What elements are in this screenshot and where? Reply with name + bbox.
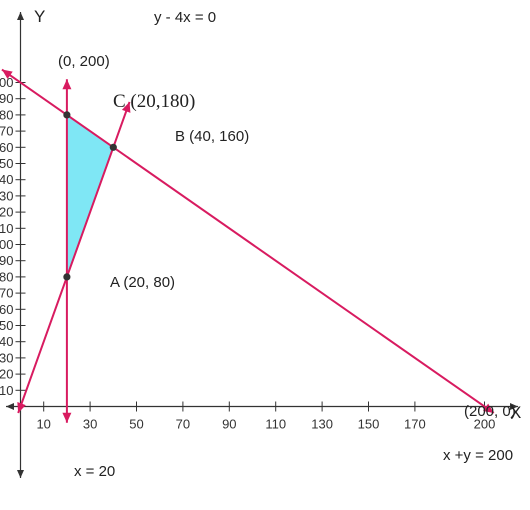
x-tick-label: 200 (474, 417, 496, 432)
y-tick-label: 130 (0, 188, 14, 203)
y-tick-label: 140 (0, 172, 14, 187)
y-tick-label: 190 (0, 91, 14, 106)
line-label-x-plus-y: x +y = 200 (443, 447, 513, 464)
x-axis-arrow (510, 403, 518, 410)
line-label-y-4x: y - 4x = 0 (154, 9, 216, 26)
y-tick-label: 40 (0, 334, 14, 349)
line-arrowhead (17, 402, 26, 413)
axes: 10 30 50 70 90 110 130 150 170 200102030405060708… (0, 12, 518, 478)
y-tick-label: 90 (0, 253, 14, 268)
point-label-c: C (20,180) (113, 91, 195, 112)
y-axis-arrow-bottom (17, 470, 24, 478)
y-tick-label: 50 (0, 318, 14, 333)
x-tick-label: 50 (129, 417, 143, 432)
y-tick-label: 120 (0, 205, 14, 220)
x-tick-label: 170 (404, 417, 426, 432)
line-arrowhead (62, 412, 72, 423)
x-tick-label: 110 (265, 417, 286, 432)
x-axis-arrow-left (6, 403, 14, 410)
y-tick-label: 80 (0, 269, 14, 284)
y-axis-arrow (17, 12, 24, 20)
line-arrowhead (483, 403, 494, 413)
corner-point-a (63, 273, 71, 281)
point-label-a: A (20, 80) (110, 274, 175, 291)
feasible-region (66, 114, 114, 277)
y-tick-label: 200 (0, 75, 14, 90)
x-tick-label: 130 (311, 417, 333, 432)
x-tick-label: 150 (358, 417, 380, 432)
corner-point-c (63, 111, 71, 119)
corner-point-b (109, 143, 117, 151)
y-tick-label: 150 (0, 156, 14, 171)
y-tick-label: 20 (0, 367, 14, 382)
y-tick-label: 60 (0, 302, 14, 317)
line-arrowhead (62, 79, 72, 90)
y-axis-label: Y (34, 7, 45, 26)
line-label-x-20: x = 20 (74, 463, 115, 480)
y-tick-label: 170 (0, 124, 14, 139)
y-tick-label: 70 (0, 286, 14, 301)
constraint-line-0 (17, 101, 131, 414)
point-label-b: B (40, 160) (175, 128, 249, 145)
x-tick-label: 90 (222, 417, 236, 432)
y-tick-label: 10 (0, 383, 14, 398)
constraint-lines (1, 68, 495, 423)
y-tick-label: 100 (0, 237, 14, 252)
corner-points (63, 111, 117, 281)
line-arrowhead (1, 69, 13, 79)
y-tick-label: 180 (0, 107, 14, 122)
line-arrowhead (121, 101, 131, 113)
y-tick-label: 110 (0, 221, 14, 236)
annotation-200-0: (200, 0) (464, 403, 516, 420)
y-tick-label: 30 (0, 350, 14, 365)
x-tick-label: 10 (36, 417, 50, 432)
annotation-0-200: (0, 200) (58, 53, 110, 70)
y-tick-label: 160 (0, 140, 14, 155)
x-tick-label: 30 (83, 417, 97, 432)
x-tick-label: 70 (176, 417, 190, 432)
constraint-line-1 (1, 68, 495, 414)
x-axis-label: X (510, 403, 521, 422)
